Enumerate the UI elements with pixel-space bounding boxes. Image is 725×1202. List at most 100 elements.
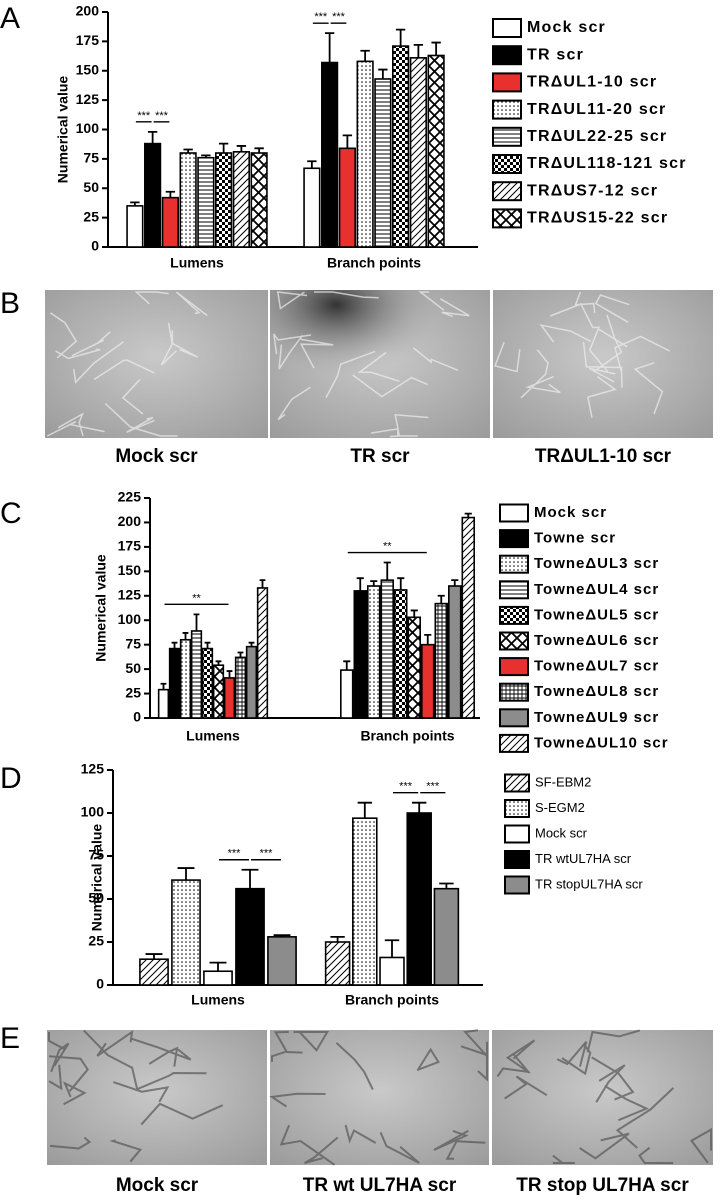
legend-label: Mock scr — [527, 19, 606, 36]
error-bar — [383, 561, 391, 581]
error-bar — [343, 660, 351, 671]
error-bar — [395, 28, 406, 47]
y-tick-label: 200 — [76, 3, 100, 19]
error-bar — [384, 939, 400, 958]
legend-label: Mock scr — [535, 825, 588, 840]
legend-swatch — [504, 824, 530, 844]
bar — [434, 602, 448, 719]
legend-label: TowneΔUL3 scr — [534, 555, 659, 572]
y-tick-label: 75 — [125, 635, 141, 651]
error-bar — [356, 577, 364, 591]
bar — [392, 45, 410, 248]
error-bar — [130, 201, 140, 206]
legend-label: TRΔUS15-22 scr — [527, 210, 668, 227]
x-tick-label: Branch points — [360, 728, 454, 744]
error-bar — [273, 934, 291, 937]
bar — [126, 205, 144, 248]
legend-swatch — [492, 72, 522, 93]
legend-label: TowneΔUL8 scr — [534, 683, 659, 700]
y-tick-label: 25 — [88, 933, 104, 949]
significance-label: ** — [192, 592, 201, 604]
legend-swatch — [499, 529, 529, 549]
error-bar — [412, 801, 427, 813]
legend-label: Towne scr — [534, 530, 616, 547]
bar — [340, 669, 354, 719]
bar — [190, 630, 203, 719]
x-tick-label: Lumens — [191, 992, 245, 1008]
y-tick-label: 125 — [118, 586, 142, 602]
legend-swatch — [499, 733, 529, 753]
bar — [215, 152, 233, 248]
bar — [223, 677, 236, 719]
legend-label: TowneΔUL10 scr — [534, 734, 669, 751]
y-tick-label: 100 — [118, 611, 142, 627]
bar — [157, 688, 170, 719]
error-bar — [145, 953, 163, 960]
bar — [338, 147, 356, 248]
bar — [303, 167, 321, 248]
y-tick-label: 100 — [81, 804, 105, 820]
error-bar — [177, 867, 195, 881]
legend-swatch — [492, 181, 522, 202]
significance-label: *** — [314, 11, 328, 23]
error-bar — [147, 130, 158, 144]
bar — [448, 585, 462, 719]
y-tick-label: 50 — [125, 660, 141, 676]
legend-label: Mock scr — [534, 504, 607, 521]
panel-label: B — [0, 287, 20, 320]
legend-swatch — [499, 605, 529, 625]
legend-swatch — [499, 682, 529, 702]
bar — [353, 590, 367, 719]
error-bar — [248, 641, 255, 647]
y-tick-label: 175 — [76, 32, 100, 48]
error-bar — [160, 682, 167, 690]
image-caption: TR scr — [350, 446, 410, 467]
micrograph-shadow — [270, 290, 490, 438]
significance-label: *** — [137, 110, 151, 122]
legend-swatch — [499, 554, 529, 574]
legend-swatch — [499, 657, 529, 677]
error-bar — [171, 641, 178, 649]
bar — [406, 812, 432, 986]
bar — [267, 936, 297, 986]
error-bar — [378, 68, 388, 79]
bar — [374, 78, 392, 248]
legend-swatch — [492, 208, 522, 229]
significance-label: *** — [260, 848, 274, 860]
y-tick-label: 0 — [96, 976, 104, 992]
legend-label: TRΔUL11-20 scr — [527, 101, 666, 118]
legend-swatch — [492, 99, 522, 120]
y-axis-title: Numerical value — [93, 554, 109, 662]
y-tick-label: 125 — [76, 91, 100, 107]
image-caption: Mock scr — [116, 1175, 199, 1196]
legend-label: TR wtUL7HA scr — [535, 851, 632, 866]
legend-swatch — [492, 45, 522, 66]
legend-swatch — [492, 154, 522, 174]
y-tick-label: 50 — [83, 179, 99, 195]
error-bar — [254, 147, 264, 153]
error-bar — [360, 49, 370, 62]
error-bar — [370, 580, 378, 586]
bar — [394, 589, 408, 719]
error-bar — [431, 41, 441, 56]
y-tick-label: 25 — [125, 684, 141, 700]
legend-label: TRΔUL118-121 scr — [527, 155, 687, 172]
error-bar — [201, 154, 211, 158]
error-bar — [237, 651, 244, 658]
y-tick-label: 150 — [118, 562, 142, 578]
y-tick-label: 225 — [118, 489, 142, 505]
legend-swatch — [499, 503, 529, 523]
micrograph — [47, 1030, 267, 1165]
vessel-network — [493, 291, 670, 419]
bar — [250, 152, 268, 248]
vessel-network — [496, 1029, 712, 1164]
bar — [256, 587, 269, 719]
error-bar — [397, 577, 405, 590]
image-caption: TR wt UL7HA scr — [303, 1175, 457, 1196]
legend-swatch — [492, 18, 522, 38]
error-bar — [193, 613, 200, 631]
error-bar — [410, 609, 418, 618]
significance-label: *** — [426, 781, 440, 793]
x-tick-label: Branch points — [345, 992, 439, 1008]
